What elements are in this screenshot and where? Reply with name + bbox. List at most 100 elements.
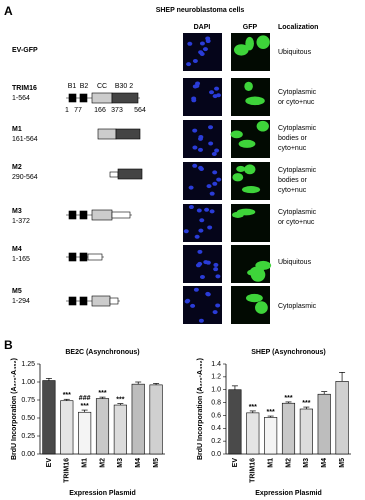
column-header: DAPI	[194, 24, 211, 31]
nucleus	[215, 274, 221, 279]
nucleus	[198, 50, 204, 55]
panel-label: B	[4, 338, 13, 352]
nucleus	[188, 205, 194, 210]
x-tick-label: M5	[153, 458, 160, 468]
construct-name: TRIM16	[12, 85, 37, 92]
domain-label: B30 2	[115, 83, 133, 90]
schematics	[66, 92, 143, 307]
y-tick-label: 0.8	[211, 399, 221, 406]
nucleus	[207, 225, 213, 230]
construct-range: 161-564	[12, 136, 38, 143]
bar	[42, 380, 56, 455]
panel-label: A	[4, 4, 13, 18]
nucleus	[199, 41, 205, 46]
construct-range: 290-564	[12, 174, 38, 181]
bar	[78, 411, 92, 455]
y-tick-label: 0.75	[21, 397, 35, 404]
bar	[281, 402, 296, 455]
cell	[244, 164, 256, 175]
x-tick-label: M5	[339, 458, 346, 468]
localization: Ubiquitous	[278, 49, 312, 56]
nucleus	[198, 167, 204, 172]
cell	[256, 35, 270, 49]
x-tick-label: TRIM16	[250, 458, 257, 483]
column-header: Localization	[278, 24, 318, 31]
nucleus	[208, 141, 214, 146]
localization: bodies or	[278, 135, 307, 142]
position-label: 373	[111, 107, 123, 114]
error-bar	[81, 409, 88, 413]
x-tick-label: TRIM16	[64, 458, 71, 483]
nucleus	[214, 148, 220, 153]
localization: or cyto+nuc	[278, 219, 315, 226]
construct-range: 1-372	[12, 218, 30, 225]
cell	[236, 165, 246, 173]
bar	[246, 412, 260, 455]
nucleus	[197, 249, 203, 254]
error-bar	[135, 381, 142, 385]
nucleus	[205, 260, 211, 265]
nucleus	[190, 303, 196, 308]
chart-title: BE2C (Asynchronous)	[65, 349, 139, 356]
cell	[230, 130, 243, 139]
y-tick-label: 1.25	[21, 361, 35, 368]
nucleus	[198, 228, 204, 233]
nucleus	[212, 170, 218, 175]
domain-label: B1	[68, 83, 77, 90]
nucleus	[183, 229, 189, 234]
position-label: 166	[94, 107, 106, 114]
localization: Cytoplasmic	[278, 125, 317, 132]
position-label: 1	[65, 107, 69, 114]
nucleus	[211, 151, 217, 156]
significance: ***	[63, 392, 71, 399]
chart-title: SHEP (Asynchronous)	[251, 349, 326, 356]
column-header: GFP	[243, 24, 258, 31]
x-tick-label: M3	[117, 458, 124, 468]
nucleus	[209, 209, 215, 214]
error-bar	[99, 396, 106, 399]
construct-name: M2	[12, 164, 22, 171]
bar	[113, 404, 127, 455]
x-tick-label: M3	[303, 458, 310, 468]
y-tick-label: 0.6	[211, 412, 221, 419]
localization: or cyto+nuc	[278, 99, 315, 106]
nucleus	[205, 39, 211, 44]
error-bar	[45, 378, 52, 381]
x-tick-label: EV	[46, 458, 53, 468]
cell	[238, 139, 256, 148]
nucleus	[195, 81, 201, 86]
nucleus	[212, 181, 218, 186]
x-tick-label: M2	[99, 458, 106, 468]
significance: ***	[116, 396, 124, 403]
nucleus	[204, 207, 210, 212]
error-bar	[285, 401, 292, 404]
significance: ***	[302, 400, 310, 407]
bar	[299, 408, 313, 455]
localization: Cytoplasmic	[278, 167, 317, 174]
nucleus	[197, 147, 203, 152]
cell	[244, 81, 253, 91]
bar	[317, 393, 331, 455]
error-bar	[303, 406, 310, 409]
significance: ***	[267, 409, 275, 416]
domain-label: B2	[80, 83, 89, 90]
nucleus	[213, 262, 219, 267]
y-tick-label: 1.4	[211, 361, 221, 368]
localization: Ubiquitous	[278, 259, 312, 266]
y-tick-label: 0.2	[211, 438, 221, 445]
nucleus	[187, 41, 193, 46]
nucleus	[205, 292, 211, 297]
nucleus	[214, 86, 220, 91]
y-tick-label: 1.2	[211, 374, 221, 381]
construct-name: M4	[12, 246, 22, 253]
significance: ***	[98, 390, 106, 397]
error-bar	[63, 398, 70, 401]
y-tick-label: 0.0	[211, 451, 221, 458]
bar	[149, 384, 163, 455]
nucleus	[199, 218, 205, 223]
construct-range: 1-564	[12, 95, 30, 102]
x-tick-label: M1	[267, 458, 274, 468]
nucleus	[213, 267, 219, 272]
cell	[241, 186, 261, 194]
